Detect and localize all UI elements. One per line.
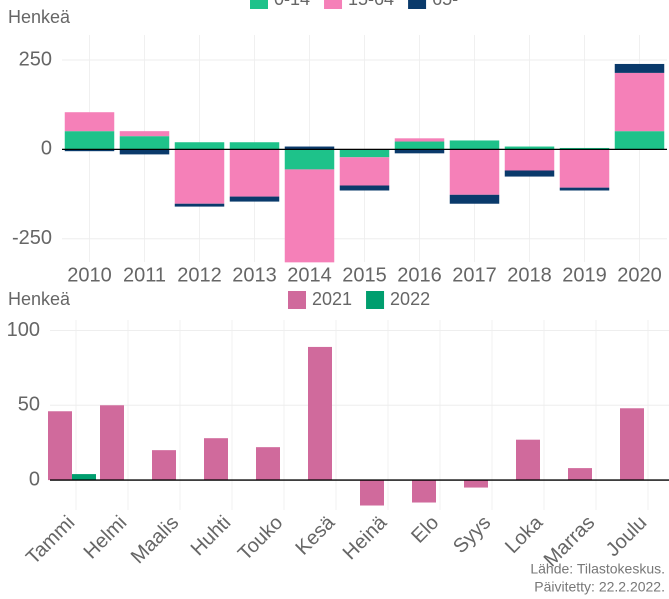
source: Lähde: Tilastokeskus. xyxy=(530,561,665,577)
legend-swatch xyxy=(324,0,343,9)
bar xyxy=(64,149,115,152)
x-tick-label: Heinä xyxy=(339,511,392,564)
bar xyxy=(614,131,665,150)
bar xyxy=(614,63,665,73)
bar xyxy=(504,146,555,150)
bar xyxy=(449,149,500,195)
bar xyxy=(204,438,228,481)
bar xyxy=(464,480,488,488)
bar xyxy=(64,131,115,150)
y-tick-label: 50 xyxy=(18,394,40,416)
x-tick-label: 2018 xyxy=(507,264,552,286)
bar xyxy=(284,149,335,170)
x-tick-label: Joulu xyxy=(602,512,651,561)
updated: Päivitetty: 22.2.2022. xyxy=(534,579,665,595)
x-tick-label: Kesä xyxy=(291,511,339,559)
legend-swatch xyxy=(366,291,385,309)
bar xyxy=(284,146,335,150)
bar xyxy=(504,149,555,171)
bar xyxy=(394,138,445,142)
x-tick-label: 2019 xyxy=(562,264,607,286)
y-tick-label: 0 xyxy=(29,468,40,490)
y-tick-label: 0 xyxy=(41,138,52,160)
y-tick-label: 100 xyxy=(7,319,40,341)
legend-label: 2021 xyxy=(312,289,352,309)
legend-swatch xyxy=(408,0,427,9)
y-axis-title: Henkeä xyxy=(8,7,71,27)
bar xyxy=(339,185,390,191)
x-tick-label: Helmi xyxy=(80,512,132,564)
bar xyxy=(394,141,445,150)
x-tick-label: Huhti xyxy=(187,512,236,561)
bar xyxy=(256,447,280,481)
x-tick-label: 2017 xyxy=(452,264,497,286)
x-tick-label: 2012 xyxy=(177,264,222,286)
x-tick-label: Tammi xyxy=(22,512,79,569)
x-tick-label: Elo xyxy=(407,512,443,548)
bar xyxy=(174,203,225,207)
bar xyxy=(449,194,500,204)
y-tick-label: -250 xyxy=(12,227,52,249)
legend-swatch xyxy=(288,291,306,309)
bar xyxy=(174,142,225,150)
bar xyxy=(64,112,115,132)
x-tick-label: Maalis xyxy=(127,512,183,568)
bar xyxy=(559,187,610,191)
legend-swatch xyxy=(250,0,268,9)
bar xyxy=(339,149,390,158)
bar xyxy=(308,346,332,481)
bar xyxy=(100,405,124,481)
bar xyxy=(360,480,384,506)
x-tick-label: 2010 xyxy=(67,264,112,286)
bar xyxy=(119,149,170,155)
bar xyxy=(516,439,540,481)
bar xyxy=(394,149,445,154)
bar xyxy=(48,411,72,481)
x-tick-label: 2015 xyxy=(342,264,387,286)
bar xyxy=(229,142,280,150)
bar xyxy=(229,149,280,197)
x-tick-label: 2013 xyxy=(232,264,277,286)
bar xyxy=(174,149,225,204)
bar xyxy=(119,131,170,137)
bar xyxy=(449,140,500,150)
x-tick-label: Touko xyxy=(234,512,287,565)
x-tick-label: Syys xyxy=(449,512,495,558)
bar xyxy=(559,149,610,188)
legend-label: 2022 xyxy=(390,289,430,309)
legend-label: 15-64 xyxy=(348,0,394,9)
legend-label: 0-14 xyxy=(274,0,310,9)
bar xyxy=(284,169,335,263)
bar xyxy=(614,72,665,132)
y-axis-title: Henkeä xyxy=(8,289,71,309)
bar xyxy=(119,136,170,150)
bar xyxy=(72,474,96,481)
bar xyxy=(229,196,280,202)
x-tick-label: 2020 xyxy=(617,264,662,286)
y-tick-label: 250 xyxy=(19,48,52,70)
x-tick-label: 2016 xyxy=(397,264,442,286)
x-tick-label: 2011 xyxy=(123,264,166,286)
bar xyxy=(504,170,555,177)
bar xyxy=(412,480,436,503)
bar xyxy=(620,408,644,481)
x-tick-label: Loka xyxy=(501,511,548,558)
legend-label: 65- xyxy=(432,0,458,9)
bar xyxy=(568,468,592,481)
bar xyxy=(559,147,610,150)
x-tick-label: 2014 xyxy=(287,264,332,286)
bar xyxy=(152,450,176,481)
bar xyxy=(339,157,390,186)
